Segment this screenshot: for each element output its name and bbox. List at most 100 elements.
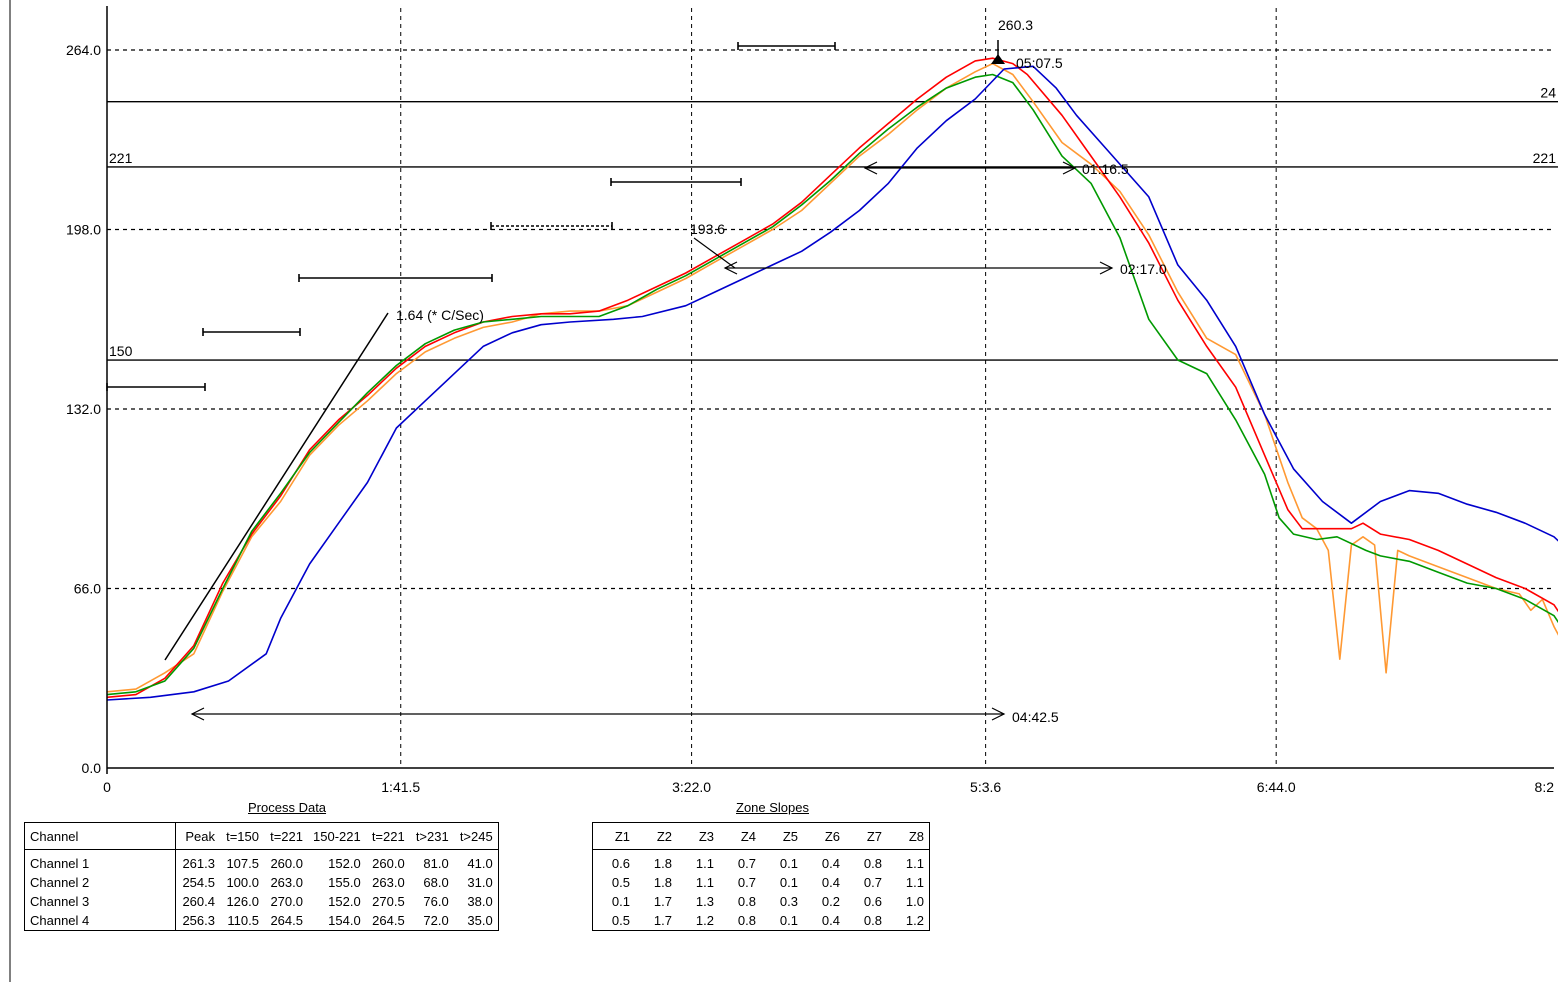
column-header: Peak: [175, 822, 220, 850]
table-cell: 0.1: [779, 913, 798, 928]
column-header: t>245: [453, 822, 499, 850]
table-cell: 152.0: [328, 856, 361, 871]
table-cell: 0.6: [863, 894, 882, 909]
column-header: Z8: [887, 822, 930, 850]
t221-arrow-right-icon: [1062, 161, 1077, 175]
y-tick-label: 0.0: [82, 760, 102, 776]
axes: [106, 6, 1554, 774]
table-cell: 0.1: [611, 894, 630, 909]
column-header: t>231: [409, 822, 454, 850]
table-cell: 1.0: [905, 894, 924, 909]
table-cell: 0.8: [737, 913, 756, 928]
x-tick-label: 0: [103, 779, 111, 795]
table-cell: 263.0: [372, 875, 405, 890]
x-tick-label: 5:3.6: [970, 779, 1001, 795]
table-cell: 126.0: [226, 894, 259, 909]
table-cell: 264.5: [270, 913, 303, 928]
table-row: Channel 4 256.3 110.5 264.5 154.0 264.5 …: [24, 911, 499, 931]
table-cell: 1.8: [653, 875, 672, 890]
table-cell: 152.0: [328, 894, 361, 909]
table-cell: 72.0: [423, 913, 449, 928]
table-cell: 0.6: [611, 856, 630, 871]
channel-name: Channel 4: [24, 911, 176, 931]
t221-arrow-left-icon: [863, 161, 878, 175]
table-cell: 0.4: [821, 913, 840, 928]
column-header: Z3: [677, 822, 719, 850]
table-cell: 81.0: [423, 856, 449, 871]
threshold-lines: 24 221 221 150: [107, 85, 1558, 361]
table-cell: 1.8: [653, 856, 672, 871]
tick-labels: 0.0 66.0 132.0 198.0 264.0 0 1:41.5 3:22.0 5:3.6…: [66, 42, 1554, 795]
column-header: t=150: [220, 822, 264, 850]
table-cell: 0.8: [863, 856, 882, 871]
table-cell: 1.1: [905, 875, 924, 890]
table-cell: 1.7: [653, 894, 672, 909]
point-193-label: 193.6: [690, 221, 725, 237]
process-data-title: Process Data: [248, 800, 327, 815]
duration-label: 04:42.5: [1012, 709, 1059, 725]
table-cell: 1.1: [695, 875, 714, 890]
table-cell: 0.4: [821, 875, 840, 890]
threshold-left-label: 150: [109, 343, 133, 359]
x-tick-label: 1:41.5: [381, 779, 420, 795]
x-tick-label: 3:22.0: [672, 779, 711, 795]
point-193-pointer: [693, 237, 736, 269]
series-line-3: [106, 73, 1558, 696]
table-row: 0.6 1.8 1.1 0.7 0.1 0.4 0.8 1.1: [593, 850, 930, 874]
column-header: Channel: [24, 822, 176, 850]
column-header: Z1: [592, 822, 635, 850]
t183-label: 02:17.0: [1120, 261, 1167, 277]
column-header: t=221: [264, 822, 308, 850]
table-cell: 155.0: [328, 875, 361, 890]
table-row: 0.5 1.7 1.2 0.8 0.1 0.4 0.8 1.2: [593, 911, 930, 931]
table-cell: 107.5: [226, 856, 259, 871]
column-header: t=221: [365, 822, 410, 850]
table-cell: 0.1: [779, 856, 798, 871]
series-line-1: [106, 62, 1558, 693]
t183-arrow-left-icon: [723, 261, 738, 275]
table-row: Channel 3 260.4 126.0 270.0 152.0 270.5 …: [24, 892, 499, 911]
table-cell: 260.4: [182, 894, 215, 909]
process-data-table: Channel Peak t=150 t=221 150-221 t=221 t…: [24, 822, 499, 931]
column-header: Z5: [761, 822, 803, 850]
table-cell: 38.0: [467, 894, 493, 909]
x-tick-label: 8:2: [1535, 779, 1555, 795]
y-tick-label: 264.0: [66, 42, 101, 58]
zone-slopes-header-row: Z1 Z2 Z3 Z4 Z5 Z6 Z7 Z8: [592, 822, 930, 850]
table-cell: 264.5: [372, 913, 405, 928]
series-lines: [106, 57, 1558, 701]
threshold-left-label: 221: [109, 150, 133, 166]
column-header: Z7: [845, 822, 887, 850]
zone-slopes-table: Z1 Z2 Z3 Z4 Z5 Z6 Z7 Z8 0.6 1.8 1.1 0.7 …: [592, 822, 930, 931]
table-cell: 110.5: [227, 913, 259, 928]
table-cell: 1.2: [695, 913, 714, 928]
duration-arrow-left-icon: [190, 707, 205, 721]
x-tick-label: 6:44.0: [1257, 779, 1296, 795]
slope-line: [164, 312, 389, 661]
table-cell: 0.7: [737, 856, 756, 871]
table-cell: 35.0: [467, 913, 493, 928]
peak-marker-icon: [991, 54, 1005, 64]
table-cell: 154.0: [328, 913, 361, 928]
column-header: 150-221: [308, 822, 366, 850]
table-cell: 0.8: [737, 894, 756, 909]
channel-name: Channel 1: [24, 849, 176, 873]
table-cell: 0.8: [863, 913, 882, 928]
table-cell: 31.0: [467, 875, 493, 890]
table-cell: 1.3: [695, 894, 714, 909]
peak-time-label: 05:07.5: [1016, 55, 1063, 71]
table-row: Channel 2 254.5 100.0 263.0 155.0 263.0 …: [24, 873, 499, 892]
table-cell: 0.3: [779, 894, 798, 909]
column-header: Z4: [719, 822, 761, 850]
column-header: Z6: [803, 822, 845, 850]
table-cell: 270.0: [270, 894, 303, 909]
y-tick-label: 198.0: [66, 222, 101, 238]
process-data-header-row: Channel Peak t=150 t=221 150-221 t=221 t…: [24, 822, 499, 850]
channel-name: Channel 3: [24, 892, 176, 911]
zone-slopes-title: Zone Slopes: [736, 800, 809, 815]
table-cell: 1.1: [695, 856, 714, 871]
y-tick-label: 132.0: [66, 401, 101, 417]
table-cell: 256.3: [182, 913, 215, 928]
table-cell: 68.0: [423, 875, 449, 890]
